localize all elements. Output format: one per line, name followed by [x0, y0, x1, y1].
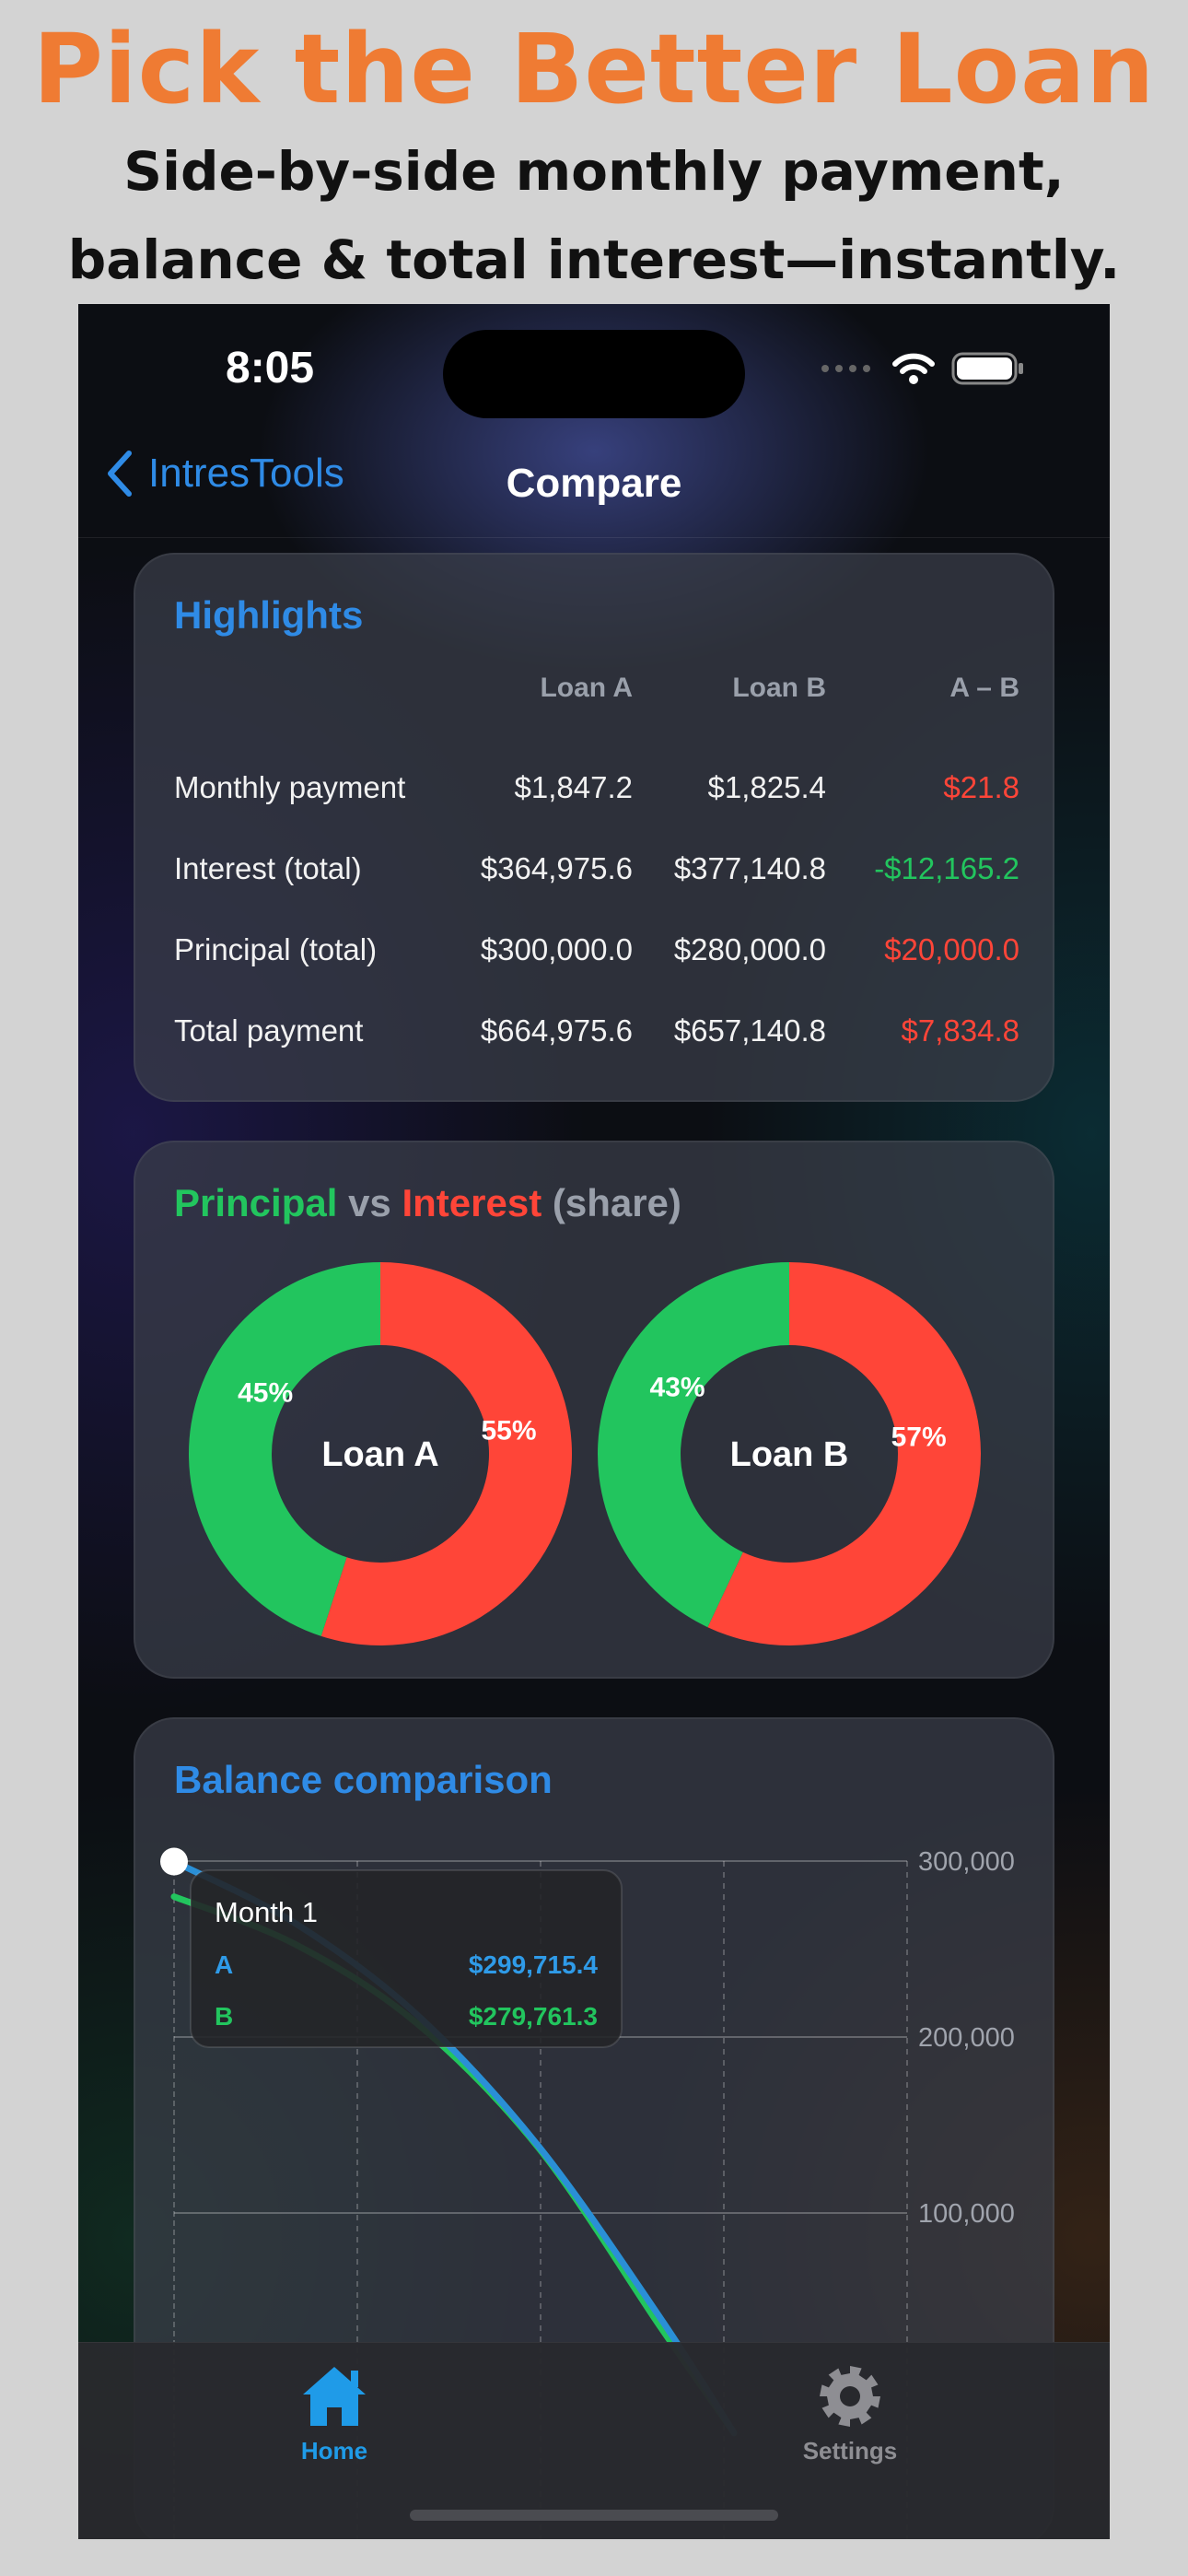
navigation-bar: IntresTools Compare — [78, 424, 1110, 538]
share-title-interest: Interest — [402, 1181, 542, 1224]
loan-a-value: $300,000.0 — [480, 932, 633, 966]
difference-value: $7,834.8 — [901, 1013, 1019, 1048]
home-indicator — [410, 2510, 778, 2521]
battery-icon — [951, 352, 1023, 385]
loan-b-slice-interest — [707, 1262, 981, 1645]
cellular-icon — [821, 365, 870, 372]
loan-b-center-label: Loan B — [730, 1435, 849, 1474]
loan-b-value: $657,140.8 — [673, 1013, 826, 1048]
share-title-vs: vs — [337, 1181, 402, 1224]
column-header-loan-a: Loan A — [540, 673, 633, 703]
dynamic-island — [443, 330, 745, 418]
loan-b-value: $377,140.8 — [673, 851, 826, 885]
tab-home[interactable]: Home — [224, 2363, 445, 2465]
column-header-loan-b: Loan B — [732, 673, 826, 703]
loan-b-label-principal: 43% — [649, 1372, 705, 1402]
donut-chart-loan-a: 55% 45% Loan A — [188, 1262, 572, 1645]
column-header-difference: A – B — [949, 673, 1019, 703]
house-icon — [303, 2367, 366, 2426]
status-time: 8:05 — [226, 344, 315, 392]
tooltip-series-value: $299,715.4 — [469, 1950, 599, 1979]
chevron-left-icon — [108, 451, 132, 497]
balance-title: Balance comparison — [174, 1758, 553, 1801]
back-button-label: IntresTools — [148, 451, 344, 496]
highlights-title: Highlights — [174, 593, 364, 637]
gear-hole — [840, 2386, 860, 2406]
highlights-card: Highlights Loan A Loan B A – B Monthly p… — [134, 553, 1054, 1102]
loan-b-value: $1,825.4 — [707, 770, 826, 804]
row-label: Total payment — [174, 1013, 364, 1048]
loan-a-value: $364,975.6 — [480, 851, 633, 885]
donut-chart-loan-b: 57% 43% Loan B — [597, 1262, 981, 1645]
tooltip-box — [190, 1869, 623, 2048]
wifi-icon — [892, 353, 935, 384]
tab-settings[interactable]: Settings — [740, 2363, 961, 2465]
tooltip-series-name: A — [215, 1950, 233, 1979]
share-title-share: (share) — [542, 1181, 681, 1224]
loan-b-value: $280,000.0 — [673, 932, 826, 966]
loan-a-slice-interest — [320, 1262, 572, 1645]
difference-value: $21.8 — [943, 770, 1019, 804]
selection-marker — [160, 1847, 188, 1876]
tooltip-title: Month 1 — [215, 1896, 318, 1928]
difference-value: $20,000.0 — [884, 932, 1019, 966]
loan-a-slice-principal — [188, 1262, 380, 1636]
page-title: Compare — [506, 461, 682, 506]
promo-subtitle: Side-by-side monthly payment, balance & … — [0, 127, 1188, 304]
phone-screen: 8:05 IntresTools Compare Highlights — [78, 304, 1110, 2539]
promo-subtitle-line2: balance & total interest—instantly. — [67, 228, 1121, 291]
gear-icon — [820, 2366, 880, 2427]
loan-b-slice-principal — [597, 1262, 789, 1628]
row-label: Monthly payment — [174, 770, 406, 804]
balance-line-chart: 300,000 200,000 100,000 Month 1 A $299,715.4 B… — [160, 1847, 1015, 2539]
share-title: Principal vs Interest (share) — [174, 1181, 681, 1225]
tab-bar: Home Settings — [78, 2342, 1110, 2539]
loan-a-value: $664,975.6 — [480, 1013, 633, 1048]
loan-a-label-interest: 55% — [481, 1415, 536, 1446]
tab-home-label: Home — [300, 2437, 368, 2465]
loan-b-label-interest: 57% — [891, 1422, 947, 1452]
share-card: Principal vs Interest (share) 55% 45% Loan… — [134, 1141, 1054, 1679]
y-tick-label: 300,000 — [918, 1847, 1015, 1877]
y-tick-label: 200,000 — [918, 2023, 1015, 2053]
loan-a-label-principal: 45% — [238, 1377, 293, 1408]
row-label: Interest (total) — [174, 851, 362, 885]
status-icons — [821, 350, 1025, 387]
y-tick-label: 100,000 — [918, 2199, 1015, 2229]
promo-title: Pick the Better Loan — [32, 13, 1156, 125]
back-button[interactable]: IntresTools — [106, 450, 344, 498]
row-label: Principal (total) — [174, 932, 378, 966]
promo-subtitle-line1: Side-by-side monthly payment, — [123, 140, 1065, 203]
loan-a-center-label: Loan A — [321, 1435, 438, 1474]
tooltip-series-value: $279,761.3 — [469, 2002, 598, 2031]
share-title-principal: Principal — [174, 1181, 338, 1224]
tab-settings-label: Settings — [802, 2437, 898, 2465]
difference-value: -$12,165.2 — [874, 851, 1019, 885]
tooltip-series-name: B — [215, 2002, 233, 2031]
loan-a-value: $1,847.2 — [514, 770, 633, 804]
